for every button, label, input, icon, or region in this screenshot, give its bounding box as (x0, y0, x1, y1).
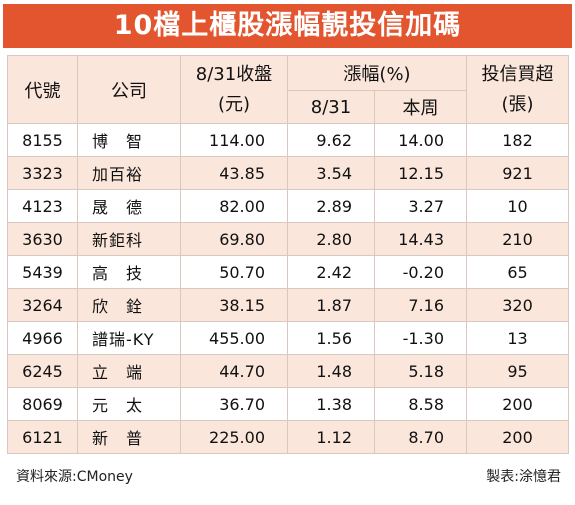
cell-change-day: 2.89 (287, 189, 375, 223)
cell-close: 69.80 (180, 222, 288, 256)
cell-change-day: 2.80 (287, 222, 375, 256)
cell-change-week: 8.58 (374, 387, 467, 421)
cell-code: 8069 (7, 387, 78, 421)
table-row: 3630 新鉅科 69.80 2.80 14.43 210 (7, 222, 569, 256)
cell-company: 新 普 (77, 420, 181, 454)
cell-change-week: 3.27 (374, 189, 467, 223)
cell-company: 元 太 (77, 387, 181, 421)
cell-change-week: -1.30 (374, 321, 467, 355)
cell-change-day: 1.12 (287, 420, 375, 454)
cell-trust: 200 (466, 387, 569, 421)
page-title: 10檔上櫃股漲幅靚投信加碼 (3, 4, 572, 48)
header-trust: 投信買超 (張) (466, 55, 569, 124)
cell-close: 225.00 (180, 420, 288, 454)
cell-trust: 320 (466, 288, 569, 322)
cell-change-day: 1.48 (287, 354, 375, 388)
table-row: 4123 晟 德 82.00 2.89 3.27 10 (7, 189, 569, 223)
table-row: 8155 博 智 114.00 9.62 14.00 182 (7, 123, 569, 157)
cell-trust: 13 (466, 321, 569, 355)
cell-close: 114.00 (180, 123, 288, 157)
cell-close: 44.70 (180, 354, 288, 388)
cell-change-week: 7.16 (374, 288, 467, 322)
cell-change-week: 14.00 (374, 123, 467, 157)
header-change: 漲幅(%) (287, 55, 467, 91)
table-row: 5439 高 技 50.70 2.42 -0.20 65 (7, 255, 569, 289)
table-row: 6245 立 端 44.70 1.48 5.18 95 (7, 354, 569, 388)
cell-code: 3264 (7, 288, 78, 322)
footer: 資料來源:CMoney 製表:涂憶君 (16, 466, 561, 486)
header-trust-line2: (張) (501, 93, 534, 115)
maker-note: 製表:涂憶君 (486, 469, 561, 485)
cell-code: 4966 (7, 321, 78, 355)
cell-company: 加百裕 (77, 156, 181, 190)
cell-trust: 921 (466, 156, 569, 190)
cell-code: 6245 (7, 354, 78, 388)
cell-company: 博 智 (77, 123, 181, 157)
cell-close: 43.85 (180, 156, 288, 190)
cell-company: 新鉅科 (77, 222, 181, 256)
cell-company: 高 技 (77, 255, 181, 289)
cell-change-day: 9.62 (287, 123, 375, 157)
cell-trust: 182 (466, 123, 569, 157)
cell-trust: 200 (466, 420, 569, 454)
cell-trust: 10 (466, 189, 569, 223)
table-row: 8069 元 太 36.70 1.38 8.58 200 (7, 387, 569, 421)
header-close-line1: 8/31收盤 (195, 63, 273, 85)
cell-change-week: 14.43 (374, 222, 467, 256)
cell-company: 晟 德 (77, 189, 181, 223)
cell-code: 4123 (7, 189, 78, 223)
cell-close: 36.70 (180, 387, 288, 421)
cell-trust: 210 (466, 222, 569, 256)
header-change-day: 8/31 (287, 90, 375, 124)
cell-trust: 95 (466, 354, 569, 388)
cell-code: 5439 (7, 255, 78, 289)
cell-code: 6121 (7, 420, 78, 454)
cell-change-week: 5.18 (374, 354, 467, 388)
header-company: 公司 (77, 55, 181, 124)
cell-change-day: 3.54 (287, 156, 375, 190)
cell-close: 82.00 (180, 189, 288, 223)
cell-change-day: 1.87 (287, 288, 375, 322)
table-row: 3264 欣 銓 38.15 1.87 7.16 320 (7, 288, 569, 322)
header-change-week: 本周 (374, 90, 467, 124)
cell-change-day: 2.42 (287, 255, 375, 289)
source-note: 資料來源:CMoney (16, 469, 133, 485)
table-row: 4966 譜瑞-KY 455.00 1.56 -1.30 13 (7, 321, 569, 355)
cell-company: 欣 銓 (77, 288, 181, 322)
cell-change-week: 8.70 (374, 420, 467, 454)
header-trust-line1: 投信買超 (481, 63, 554, 85)
cell-close: 50.70 (180, 255, 288, 289)
cell-code: 3323 (7, 156, 78, 190)
data-table: 代號 公司 8/31收盤 (元) 漲幅(%) 投信買超 (張) 8/31 本周 … (7, 55, 569, 454)
cell-company: 譜瑞-KY (77, 321, 181, 355)
cell-trust: 65 (466, 255, 569, 289)
cell-code: 3630 (7, 222, 78, 256)
cell-change-week: 12.15 (374, 156, 467, 190)
table-row: 3323 加百裕 43.85 3.54 12.15 921 (7, 156, 569, 190)
table-row: 6121 新 普 225.00 1.12 8.70 200 (7, 420, 569, 454)
cell-code: 8155 (7, 123, 78, 157)
cell-company: 立 端 (77, 354, 181, 388)
header-code: 代號 (7, 55, 78, 124)
cell-close: 455.00 (180, 321, 288, 355)
cell-change-week: -0.20 (374, 255, 467, 289)
cell-change-day: 1.56 (287, 321, 375, 355)
cell-close: 38.15 (180, 288, 288, 322)
header-close: 8/31收盤 (元) (180, 55, 288, 124)
header-close-line2: (元) (217, 93, 251, 115)
cell-change-day: 1.38 (287, 387, 375, 421)
